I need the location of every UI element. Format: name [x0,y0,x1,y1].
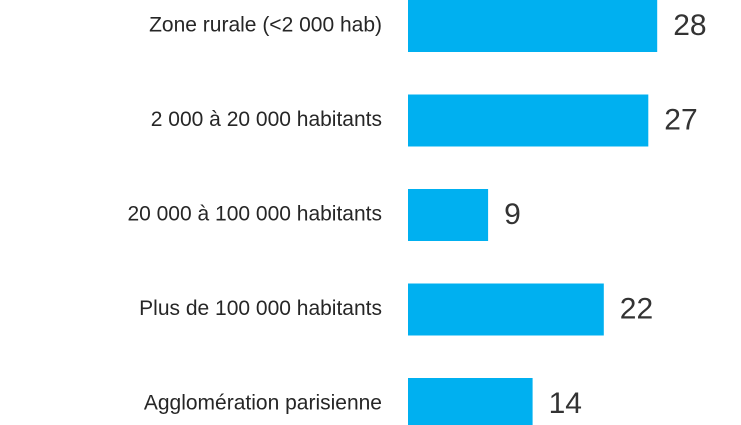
category-label: Agglomération parisienne [144,392,382,415]
category-label: 20 000 à 100 000 habitants [127,203,382,226]
category-label: Zone rurale (<2 000 hab) [149,14,382,37]
value-label: 28 [673,9,706,42]
bar [408,378,533,425]
value-label: 14 [549,387,582,420]
bar [408,189,489,241]
bar [408,0,658,52]
category-label: Plus de 100 000 habitants [139,297,382,320]
bar [408,94,649,147]
value-label: 22 [620,292,653,325]
bar [408,283,604,336]
category-label: 2 000 à 20 000 habitants [151,108,382,131]
value-label: 9 [504,198,521,231]
value-label: 27 [664,103,697,136]
